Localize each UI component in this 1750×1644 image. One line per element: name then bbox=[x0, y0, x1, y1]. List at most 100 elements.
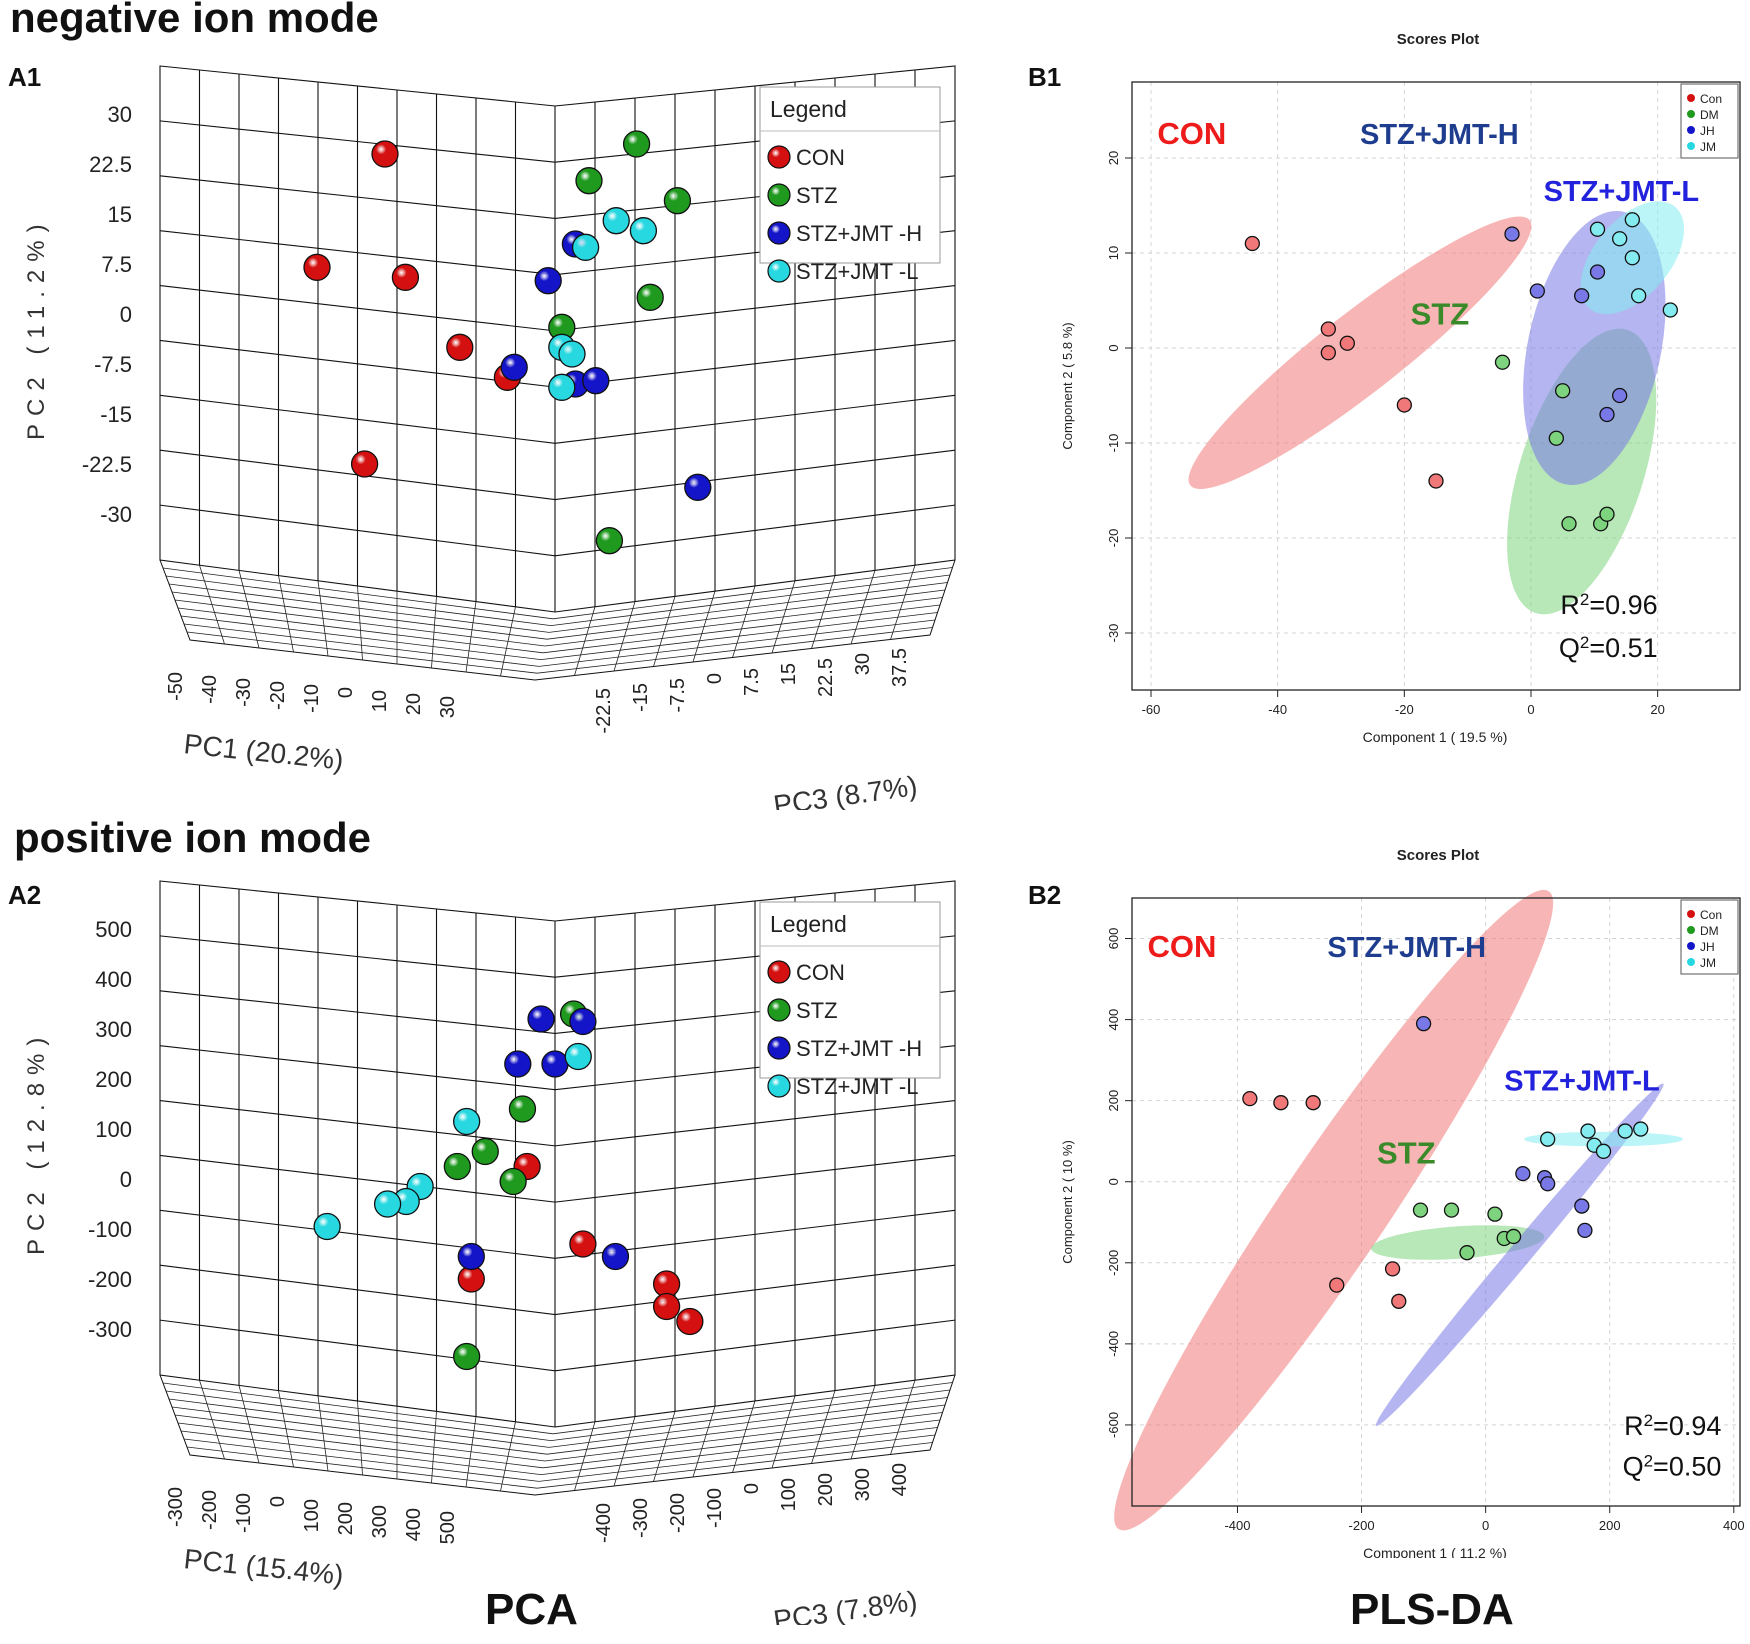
pc2-tick-labels: 30 22.5 15 7.5 0 -7.5 -15 -22.5 -30 bbox=[82, 102, 132, 527]
plsda-point bbox=[1577, 1222, 1593, 1239]
plsda-title: Scores Plot bbox=[1397, 31, 1480, 48]
pca-legend: Legend CON STZ STZ+JMT -H STZ+JMT -L bbox=[759, 86, 941, 284]
x-tick-label: 0 bbox=[1527, 702, 1534, 717]
pc3-axis-label: PC3 (8.7%) bbox=[772, 770, 920, 810]
plsda-point bbox=[1595, 1143, 1612, 1159]
plsda-point bbox=[1540, 1176, 1556, 1192]
pca-point bbox=[303, 253, 331, 281]
confidence-ellipse bbox=[1188, 216, 1532, 489]
plsda-point bbox=[1612, 387, 1628, 404]
pca-point bbox=[684, 473, 712, 501]
plsda-title: Scores Plot bbox=[1397, 847, 1480, 864]
plsda-point bbox=[1391, 1293, 1407, 1309]
legend-entry: STZ+JMT -H bbox=[796, 221, 922, 246]
group-label-jmt-h: STZ+JMT-H bbox=[1327, 932, 1486, 964]
pca-floor-grid bbox=[162, 1380, 953, 1492]
pc2-axis-label: PC2 (11.2%) bbox=[23, 216, 50, 440]
legend-entry: STZ bbox=[796, 998, 838, 1023]
group-label-jmt-l: STZ+JMT-L bbox=[1504, 1066, 1659, 1098]
pc2-tick-label: 22.5 bbox=[89, 152, 132, 177]
pca-point bbox=[548, 373, 576, 401]
plsda-point bbox=[1561, 516, 1577, 532]
pc1-tick-labels: -300 -200 -100 0 100 200 300 400 500 bbox=[165, 1487, 459, 1544]
pc2-tick-label: 0 bbox=[120, 302, 132, 327]
group-label-stz: STZ bbox=[1411, 296, 1470, 331]
plsda-legend-marker bbox=[1687, 958, 1695, 966]
plsda-points bbox=[1244, 212, 1678, 532]
plsda-point bbox=[1505, 1228, 1522, 1245]
pc3-tick-label: 300 bbox=[852, 1468, 874, 1501]
pca-points bbox=[313, 1000, 704, 1371]
positive-ion-mode-heading: positive ion mode bbox=[14, 814, 372, 861]
pc3-tick-label: 30 bbox=[852, 653, 874, 675]
y-axis-label: Component 2 ( 10 %) bbox=[1060, 1140, 1075, 1264]
pc2-tick-label: -100 bbox=[88, 1217, 132, 1242]
plsda-frame bbox=[1131, 81, 1741, 691]
group-label-con: CON bbox=[1157, 116, 1226, 151]
pca-point bbox=[527, 1005, 555, 1033]
pca-point bbox=[571, 233, 600, 261]
plsda-point bbox=[1580, 1123, 1596, 1139]
legend-marker bbox=[767, 1074, 791, 1098]
plsda-legend-marker bbox=[1687, 126, 1695, 134]
plsda-point bbox=[1273, 1095, 1289, 1111]
pc3-tick-label: -200 bbox=[667, 1493, 689, 1533]
pc3-tick-label: -15 bbox=[630, 683, 652, 712]
pc1-tick-label: 0 bbox=[267, 1496, 289, 1507]
legend-marker bbox=[767, 145, 791, 169]
pca-point bbox=[569, 1230, 597, 1258]
plsda-ellipses bbox=[1188, 201, 1685, 615]
plsda-point bbox=[1412, 1202, 1429, 1218]
pc1-tick-labels: -50 -40 -30 -20 -10 0 10 20 30 bbox=[165, 672, 459, 718]
pc3-tick-label: 0 bbox=[741, 1483, 763, 1494]
plsda-method-label: PLS-DA bbox=[1350, 1585, 1514, 1634]
plsda-legend-entry: JM bbox=[1700, 956, 1716, 970]
pc2-tick-label: -15 bbox=[100, 402, 132, 427]
pc1-tick-label: 30 bbox=[437, 696, 459, 718]
pc3-tick-labels: -400 -300 -200 -100 0 100 200 300 400 bbox=[593, 1463, 911, 1543]
pc2-tick-label: 30 bbox=[108, 102, 132, 127]
pca-floor-grid bbox=[162, 565, 953, 677]
y-tick-label: 0 bbox=[1106, 344, 1121, 351]
plsda-legend-entry: Con bbox=[1700, 908, 1722, 922]
legend-marker bbox=[767, 183, 791, 207]
pc3-tick-label: 100 bbox=[778, 1478, 800, 1511]
x-tick-label: 0 bbox=[1482, 1518, 1489, 1533]
plsda-point bbox=[1329, 1277, 1345, 1293]
pca-point bbox=[582, 367, 610, 395]
r2-annotation: R2=0.96 bbox=[1560, 590, 1657, 621]
y-tick-label: -10 bbox=[1106, 434, 1121, 453]
pca-point bbox=[313, 1212, 341, 1241]
pca-point bbox=[446, 333, 474, 361]
x-tick-label: -400 bbox=[1224, 1518, 1250, 1533]
pca-point bbox=[504, 1050, 532, 1078]
plsda-ticks: -60 -40 -20 0 20 -30 -20 -10 0 10 20 bbox=[1106, 151, 1665, 717]
pca-point bbox=[575, 167, 603, 195]
pc1-tick-label: 400 bbox=[403, 1508, 425, 1541]
pca-plot-positive: 500 400 300 200 100 0 -100 -200 -300 PC2 (12.8%) -… bbox=[23, 880, 956, 1625]
pca-point bbox=[350, 450, 379, 478]
pca-legend: Legend CON STZ STZ+JMT -H STZ+JMT -L bbox=[759, 901, 941, 1099]
pc1-tick-label: -50 bbox=[165, 672, 187, 701]
plsda-point bbox=[1633, 1121, 1649, 1137]
legend-marker bbox=[767, 259, 791, 283]
legend-title: Legend bbox=[770, 96, 847, 122]
plsda-legend-marker bbox=[1687, 94, 1695, 102]
y-tick-label: -600 bbox=[1106, 1412, 1121, 1438]
r2-annotation: R2=0.94 bbox=[1624, 1411, 1721, 1442]
legend-marker bbox=[767, 1036, 791, 1060]
plsda-point bbox=[1617, 1123, 1633, 1139]
pc2-tick-label: -300 bbox=[88, 1317, 132, 1342]
pca-point bbox=[601, 1242, 630, 1271]
pc3-tick-label: 400 bbox=[889, 1463, 911, 1496]
plsda-point bbox=[1599, 506, 1615, 522]
panel-label-a2: A2 bbox=[8, 880, 42, 910]
plsda-point bbox=[1612, 231, 1628, 247]
pc3-tick-label: 200 bbox=[815, 1473, 837, 1506]
x-tick-label: -200 bbox=[1349, 1518, 1375, 1533]
pca-points bbox=[303, 130, 712, 555]
plsda-point bbox=[1242, 1090, 1258, 1107]
pc1-tick-label: 200 bbox=[335, 1502, 357, 1535]
plsda-point bbox=[1320, 321, 1336, 337]
pc2-tick-label: 0 bbox=[120, 1167, 132, 1192]
